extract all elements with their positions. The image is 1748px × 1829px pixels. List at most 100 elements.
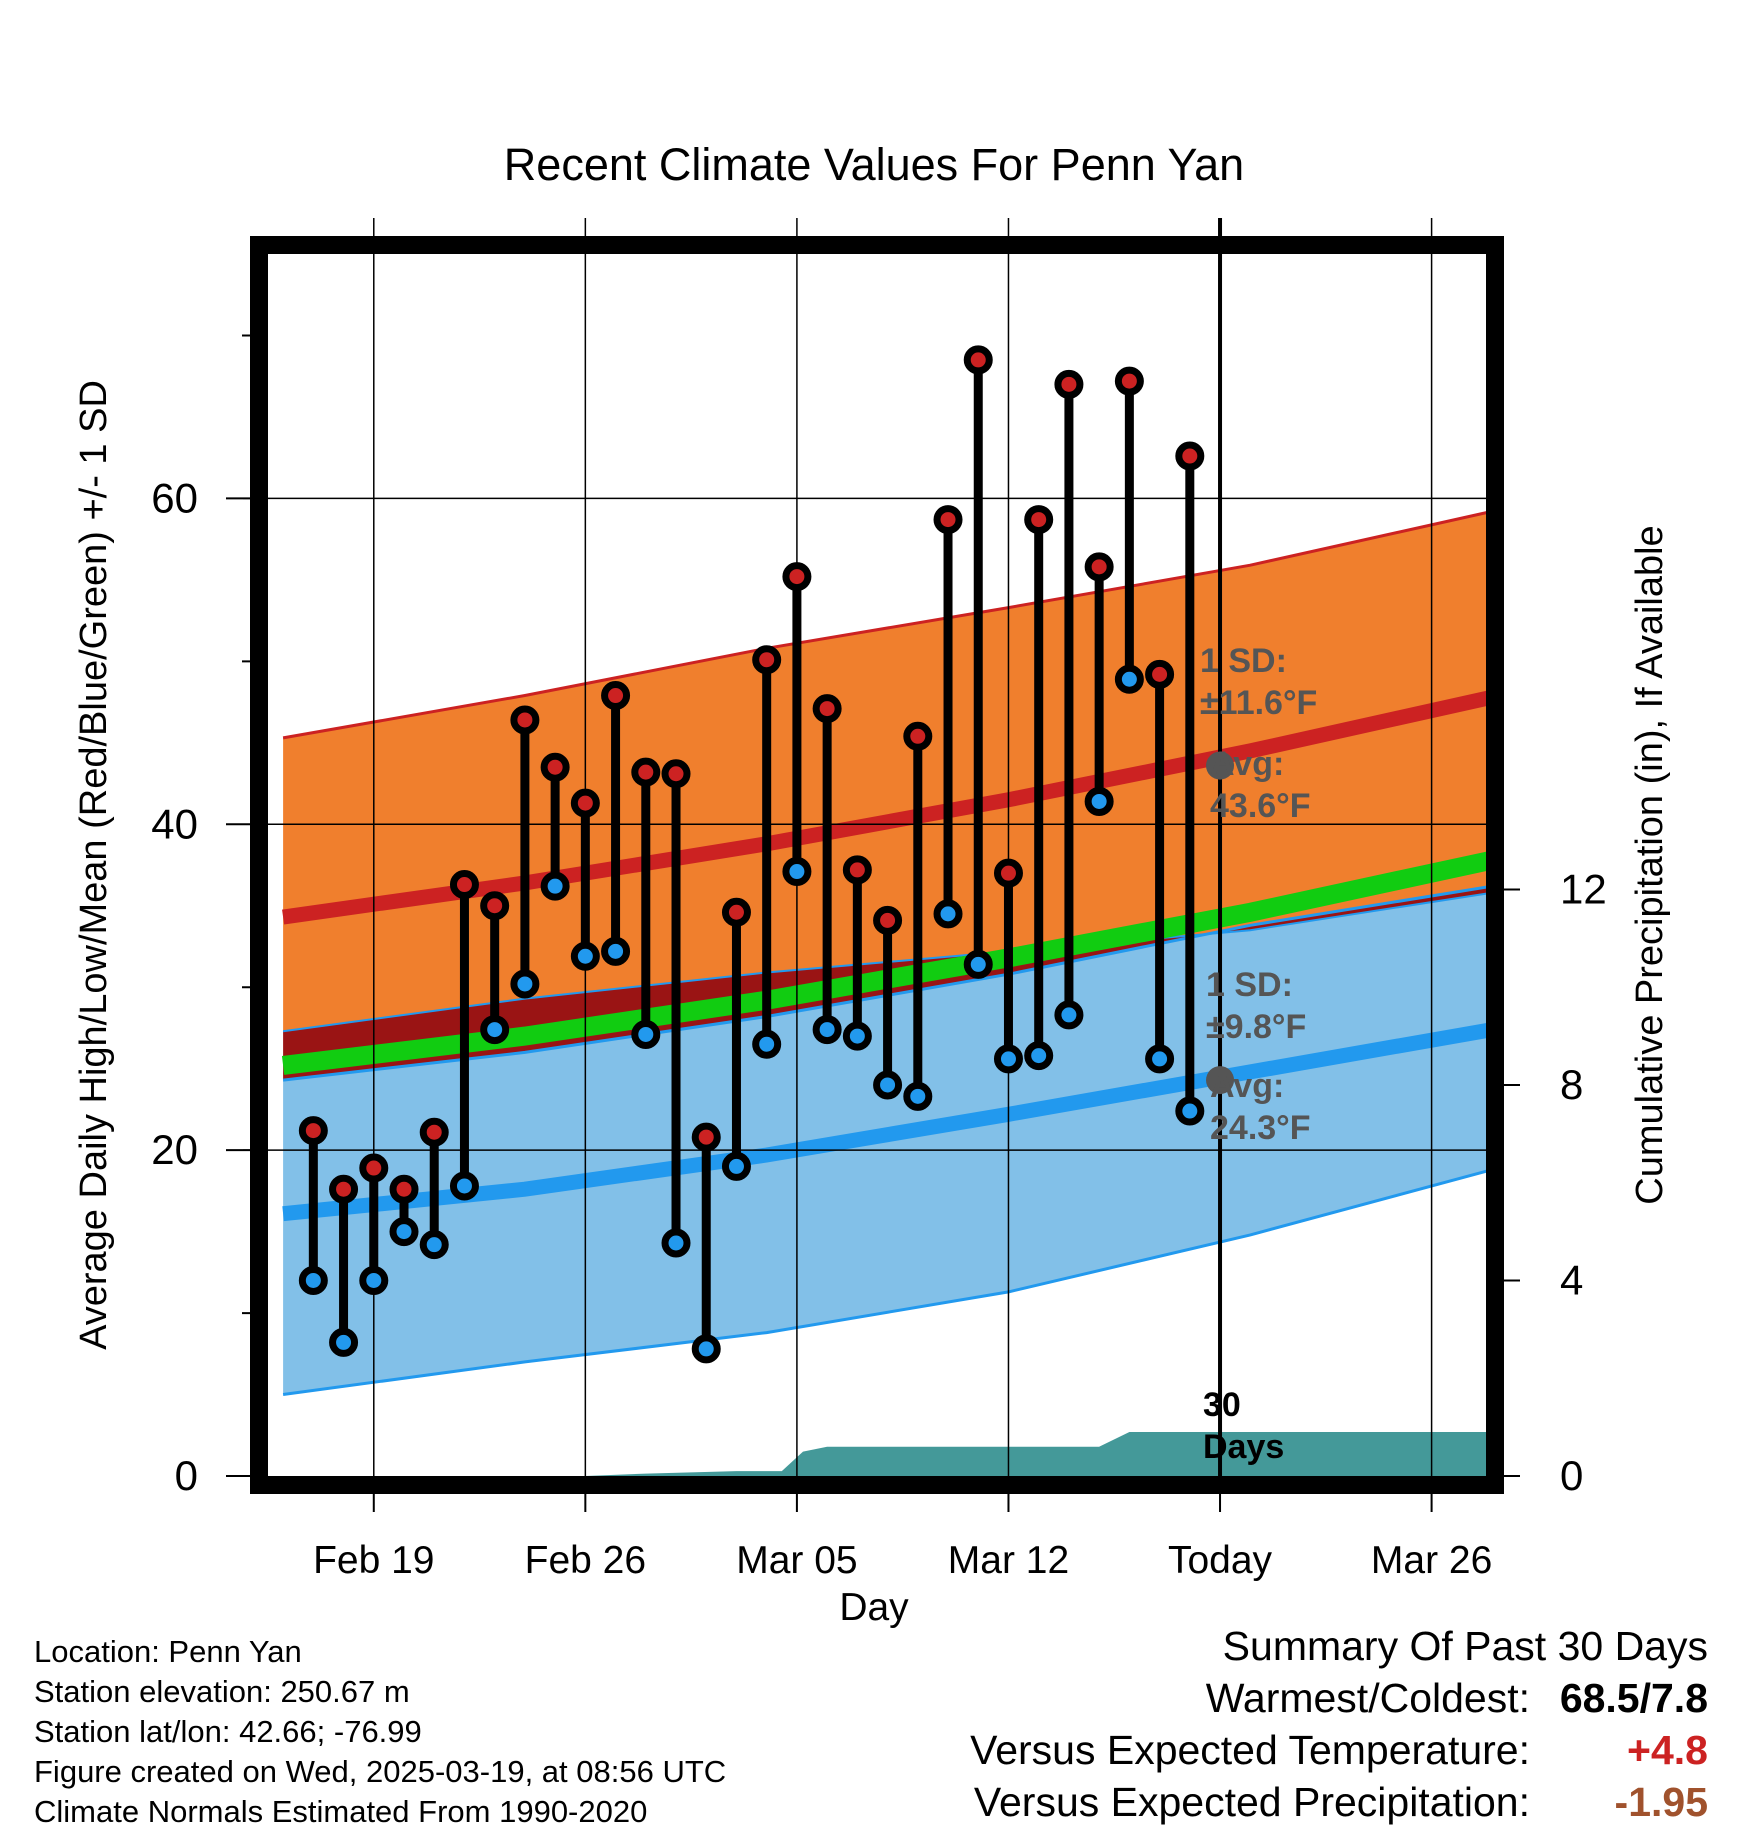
high-point: [570, 788, 600, 818]
low-point: [661, 1228, 691, 1258]
high-avg-label: Avg: 43.6°F: [1210, 745, 1311, 825]
low-point: [1084, 786, 1114, 816]
high-point: [1145, 659, 1175, 689]
low-point: [1054, 1000, 1084, 1030]
high-point: [661, 759, 691, 789]
high-point: [873, 905, 903, 935]
low-point: [419, 1230, 449, 1260]
high-point: [480, 891, 510, 921]
low-normal-line: [282, 1022, 1494, 1222]
x-tick-label: Mar 12: [948, 1539, 1069, 1582]
high-point: [1114, 366, 1144, 396]
low-point: [631, 1019, 661, 1049]
today-low-normal-marker: [1206, 1066, 1235, 1095]
warmest-value: 68.5/7.8: [1559, 1675, 1708, 1721]
low-avg-label: Avg: 24.3°F: [1210, 1067, 1311, 1147]
y2-tick-label: 12: [1560, 865, 1607, 912]
high-point: [510, 705, 540, 735]
temp-departure-label: Versus Expected Temperature:: [970, 1727, 1530, 1773]
today-days-label: 30 Days: [1203, 1386, 1284, 1466]
low-point: [782, 857, 812, 887]
x-tick-label: Feb 26: [525, 1539, 646, 1582]
high-point: [359, 1153, 389, 1183]
high-point: [691, 1122, 721, 1152]
low-point: [933, 899, 963, 929]
x-tick-label: Today: [1168, 1539, 1273, 1582]
high-point: [752, 645, 782, 675]
low-point: [359, 1265, 389, 1295]
warmest-label: Warmest/Coldest:: [1205, 1675, 1530, 1721]
precip-departure-value: -1.95: [1614, 1779, 1708, 1825]
footer-elevation: Station elevation: 250.67 m: [34, 1674, 410, 1709]
y-axis-label: Average Daily High/Low/Mean (Red/Blue/Gr…: [73, 380, 115, 1350]
chart-title: Recent Climate Values For Penn Yan: [504, 139, 1244, 190]
summary-temp-row: Versus Expected Temperature: +4.8: [970, 1730, 1708, 1771]
x-axis-label: Day: [839, 1586, 909, 1629]
y-tick-label: 20: [151, 1126, 198, 1173]
precip-area: [274, 1432, 1486, 1476]
low-point: [540, 871, 570, 901]
high-point: [1024, 505, 1054, 535]
high-point: [329, 1174, 359, 1204]
low-point: [1175, 1096, 1205, 1126]
summary-title: Summary Of Past 30 Days: [1222, 1623, 1708, 1669]
y-tick-label: 60: [151, 474, 198, 521]
precip-departure-label: Versus Expected Precipitation:: [973, 1779, 1530, 1825]
high-point: [540, 752, 570, 782]
high-point: [933, 505, 963, 535]
low-point: [873, 1070, 903, 1100]
low-point: [570, 941, 600, 971]
x-tick-label: Mar 05: [736, 1539, 857, 1582]
high-point: [721, 897, 751, 927]
low-point: [721, 1151, 751, 1181]
low-point: [298, 1265, 328, 1295]
high-point: [903, 721, 933, 751]
x-tick-label: Feb 19: [313, 1539, 434, 1582]
low-point: [842, 1021, 872, 1051]
high-point: [812, 694, 842, 724]
high-point: [298, 1116, 328, 1146]
summary-precip-row: Versus Expected Precipitation: -1.95: [974, 1782, 1708, 1823]
low-point: [903, 1081, 933, 1111]
low-point: [691, 1334, 721, 1364]
low-point: [752, 1029, 782, 1059]
high-point: [1175, 441, 1205, 471]
x-tick-label: Mar 26: [1371, 1539, 1492, 1582]
low-point: [1145, 1044, 1175, 1074]
low-point: [1114, 664, 1144, 694]
high-point: [782, 562, 812, 592]
high-point: [601, 681, 631, 711]
high-point: [1084, 552, 1114, 582]
precipitation-area: [274, 1432, 1486, 1476]
high-point: [389, 1174, 419, 1204]
high-point: [963, 345, 993, 375]
high-point: [419, 1117, 449, 1147]
footer-normals: Climate Normals Estimated From 1990-2020: [34, 1794, 648, 1829]
daily-observations: [298, 345, 1205, 1364]
high-sd-label: 1 SD: ±11.6°F: [1200, 642, 1317, 722]
low-point: [812, 1015, 842, 1045]
low-point: [510, 969, 540, 999]
low-point: [963, 949, 993, 979]
footer-created: Figure created on Wed, 2025-03-19, at 08…: [34, 1754, 727, 1789]
temp-departure-value: +4.8: [1627, 1727, 1708, 1773]
low-point: [601, 936, 631, 966]
high-point: [449, 870, 479, 900]
low-lower-line: [282, 1168, 1493, 1396]
low-point: [449, 1171, 479, 1201]
summary-warmest-row: Warmest/Coldest: 68.5/7.8: [1206, 1678, 1708, 1719]
y-tick-label: 0: [175, 1452, 198, 1499]
footer-location: Location: Penn Yan: [34, 1634, 302, 1669]
high-point: [1054, 369, 1084, 399]
today-high-normal-marker: [1206, 751, 1235, 780]
axis-ticks: Feb 19 Feb 26 Mar 05 Mar 12 Today Mar 26 0 20 40…: [151, 334, 1607, 1582]
high-upper-line: [282, 509, 1493, 740]
footer-latlon: Station lat/lon: 42.66; -76.99: [34, 1714, 422, 1749]
normal-annotations: 1 SD: ±11.6°F Avg: 43.6°F 1 SD: ±9.8°F Avg: 24.…: [1200, 642, 1317, 1466]
low-point: [329, 1327, 359, 1357]
y-tick-label: 40: [151, 800, 198, 847]
high-point: [993, 858, 1023, 888]
plot-frame: [250, 236, 1504, 1494]
high-point: [631, 757, 661, 787]
low-sd-label: 1 SD: ±9.8°F: [1206, 966, 1306, 1046]
